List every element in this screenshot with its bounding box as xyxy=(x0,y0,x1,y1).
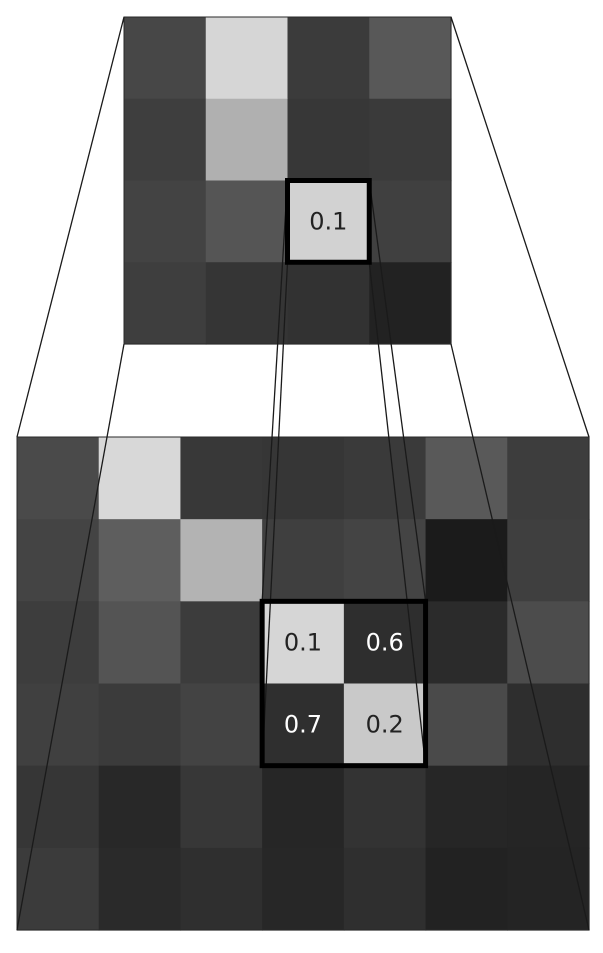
top-grid-cell-r3-c3 xyxy=(369,262,452,345)
projection-line-top-left xyxy=(261,180,289,602)
bottom-grid-cell-r2-c0 xyxy=(17,601,100,685)
bottom-grid-cell-r2-c3 xyxy=(262,601,345,685)
bottom-grid-cell-r3-c6 xyxy=(507,683,590,767)
projection-lines xyxy=(16,16,590,931)
frustum-line-top-right xyxy=(450,16,590,438)
bottom-cell-value-label-r1-c0: 0.7 xyxy=(284,711,322,739)
bottom-grid-cell-r5-c6 xyxy=(507,847,590,931)
top-grid-cell-r1-c3 xyxy=(369,98,452,182)
bottom-grid-cell-r3-c4 xyxy=(343,683,427,767)
top-grid-cell-r2-c2 xyxy=(287,180,370,263)
bottom-grid-cell-r1-c0 xyxy=(17,519,100,602)
bottom-grid-cell-r0-c1 xyxy=(98,437,182,520)
top-grid-cell-r1-c0 xyxy=(124,98,207,182)
bottom-grid-cell-r4-c4 xyxy=(343,765,427,849)
bottom-grid-cell-r3-c5 xyxy=(425,683,508,767)
frustum-line-bottom-left xyxy=(16,343,125,931)
bottom-grid-cell-r0-c4 xyxy=(343,437,427,520)
bottom-grid-cell-r4-c5 xyxy=(425,765,508,849)
highlight-boxes xyxy=(259,178,429,769)
bottom-grid-cell-r5-c3 xyxy=(262,847,345,931)
bottom-grid-border xyxy=(16,436,590,931)
top-grid-cell-r0-c2 xyxy=(287,17,370,100)
bottom-cell-value-label-r0-c0: 0.1 xyxy=(284,628,322,656)
top-grid-cell-r0-c0 xyxy=(124,17,207,100)
projection-line-bottom-right xyxy=(368,262,427,766)
bottom-grid-cell-r0-c2 xyxy=(180,437,263,520)
bottom-grid-cell-r3-c3 xyxy=(262,683,345,767)
bottom-grid-cell-r5-c2 xyxy=(180,847,263,931)
bottom-grid-cell-r4-c2 xyxy=(180,765,263,849)
bottom-grid-cell-r0-c6 xyxy=(507,437,590,520)
top-grid-cell-r3-c1 xyxy=(205,262,289,345)
cell-value-labels: 0.1 0.1 0.6 0.7 0.2 xyxy=(284,207,404,738)
bottom-grid-cell-r4-c1 xyxy=(98,765,182,849)
bottom-grid-cell-r5-c0 xyxy=(17,847,100,931)
bottom-grid-cell-r3-c1 xyxy=(98,683,182,767)
bottom-grid-cell-r0-c5 xyxy=(425,437,508,520)
top-grid-cell-r2-c3 xyxy=(369,180,452,263)
top-grid-cell-r3-c0 xyxy=(124,262,207,345)
bottom-grid-cell-r4-c6 xyxy=(507,765,590,849)
bottom-grid-cell-r0-c3 xyxy=(262,437,345,520)
bottom-grid-cell-r1-c5 xyxy=(425,519,508,602)
projection-line-top-right xyxy=(368,180,427,602)
bottom-grid-cell-r2-c5 xyxy=(425,601,508,685)
bottom-grid-cell-r2-c1 xyxy=(98,601,182,685)
bottom-grid-cell-r1-c4 xyxy=(343,519,427,602)
bottom-grid-cell-r1-c2 xyxy=(180,519,263,602)
bottom-grid-cell-r1-c6 xyxy=(507,519,590,602)
top-highlight-box xyxy=(285,178,372,265)
top-grid-cell-r2-c0 xyxy=(124,180,207,263)
projection-line-bottom-left xyxy=(261,262,289,766)
bottom-grid-cell-r0-c0 xyxy=(17,437,100,520)
bottom-grid-cell-r1-c1 xyxy=(98,519,182,602)
top-grid-cell-r3-c2 xyxy=(287,262,370,345)
frustum-line-top-left xyxy=(16,16,125,438)
top-grid-cell-r2-c1 xyxy=(205,180,289,263)
bottom-grid-cell-r5-c4 xyxy=(343,847,427,931)
top-cell-value-label: 0.1 xyxy=(309,207,347,235)
bottom-grid-cell-r5-c5 xyxy=(425,847,508,931)
top-grid-cell-r0-c3 xyxy=(369,17,452,100)
bottom-grid-cell-r2-c2 xyxy=(180,601,263,685)
top-grid-cell-r1-c1 xyxy=(205,98,289,182)
frustum-line-bottom-right xyxy=(450,343,590,931)
bottom-grid-cell-r4-c3 xyxy=(262,765,345,849)
bottom-grid-cell-r5-c1 xyxy=(98,847,182,931)
bottom-cell-value-label-r0-c1: 0.6 xyxy=(366,628,404,656)
bottom-feature-map xyxy=(16,436,590,931)
top-grid-border xyxy=(123,16,452,345)
bottom-grid-cell-r3-c0 xyxy=(17,683,100,767)
bottom-grid-cell-r4-c0 xyxy=(17,765,100,849)
bottom-grid-cell-r2-c6 xyxy=(507,601,590,685)
top-grid-cell-r1-c2 xyxy=(287,98,370,182)
top-feature-map xyxy=(123,16,452,345)
bottom-grid-cell-r3-c2 xyxy=(180,683,263,767)
bottom-grid-cell-r1-c3 xyxy=(262,519,345,602)
top-grid-cell-r0-c1 xyxy=(205,17,289,100)
bottom-cell-value-label-r1-c1: 0.2 xyxy=(366,711,404,739)
bottom-highlight-box xyxy=(259,598,429,769)
